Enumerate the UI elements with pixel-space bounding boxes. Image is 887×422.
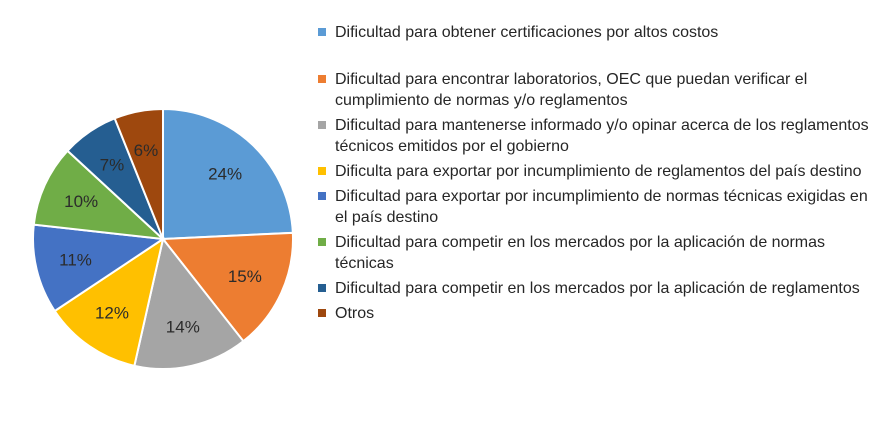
slice-label-3: 14% [166, 317, 200, 336]
legend-label: Dificultad para encontrar laboratorios, … [335, 71, 808, 109]
pie-slice-3 [133, 236, 245, 370]
legend-label: Dificultad para exportar por incumplimie… [335, 188, 868, 226]
legend-label: Dificultad para obtener certificaciones … [335, 24, 719, 41]
legend-swatch [318, 192, 326, 200]
slice-label-1: 24% [208, 164, 242, 183]
legend-label: Dificulta para exportar por incumplimien… [335, 163, 862, 180]
legend: Dificultad para obtener certificaciones … [318, 22, 878, 324]
legend-item-dificultad-para-competir-en-los-mercados: Dificultad para competir en los mercados… [318, 232, 878, 274]
legend-item-dificultad-para-encontrar-laboratorios-o: Dificultad para encontrar laboratorios, … [318, 69, 878, 111]
legend-label: Dificultad para competir en los mercados… [335, 234, 826, 272]
legend-label: Dificultad para competir en los mercados… [335, 280, 860, 297]
slice-label-6: 10% [64, 192, 98, 211]
legend-item-dificultad-para-obtener-certificaciones-: Dificultad para obtener certificaciones … [318, 22, 878, 43]
legend-swatch [318, 284, 326, 292]
legend-item-dificultad-para-mantenerse-informado-y-o: Dificultad para mantenerse informado y/o… [318, 115, 878, 157]
slice-label-7: 7% [100, 155, 125, 174]
legend-item-dificultad-para-exportar-por-incumplimie: Dificultad para exportar por incumplimie… [318, 186, 878, 228]
legend-item-otros: Otros [318, 303, 878, 324]
legend-item-dificulta-para-exportar-por-incumplimien: Dificulta para exportar por incumplimien… [318, 161, 878, 182]
legend-label: Otros [335, 305, 375, 322]
legend-swatch [318, 309, 326, 317]
pie-slice-8 [113, 107, 164, 240]
slice-label-8: 6% [134, 141, 159, 160]
legend-swatch [318, 238, 326, 246]
pie-slice-4 [53, 236, 165, 368]
pie-slice-1 [162, 107, 294, 241]
legend-swatch [318, 121, 326, 129]
pie-slice-2 [161, 231, 294, 343]
slice-label-5: 11% [59, 251, 92, 270]
legend-item-dificultad-para-competir-en-los-mercados: Dificultad para competir en los mercados… [318, 278, 878, 299]
pie-slice-5 [32, 223, 166, 313]
legend-swatch [318, 75, 326, 83]
slice-label-2: 15% [228, 267, 262, 286]
pie-slice-6 [32, 149, 166, 241]
legend-swatch [318, 167, 326, 175]
legend-swatch [318, 28, 326, 36]
legend-label: Dificultad para mantenerse informado y/o… [335, 117, 869, 155]
slice-label-4: 12% [95, 304, 129, 323]
